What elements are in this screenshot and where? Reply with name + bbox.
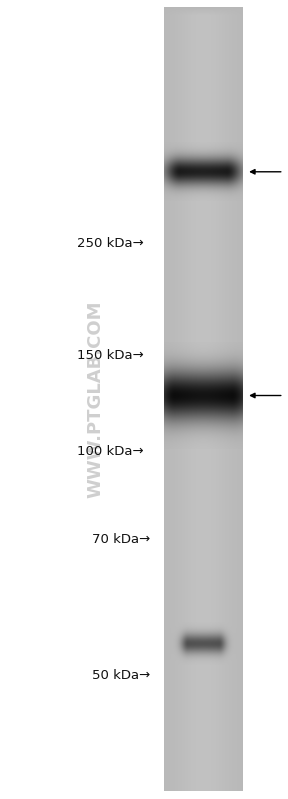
Text: 150 kDa→: 150 kDa→	[77, 349, 144, 362]
Text: WWW.PTGLAB.COM: WWW.PTGLAB.COM	[86, 300, 104, 499]
Text: 250 kDa→: 250 kDa→	[77, 237, 144, 250]
Text: 50 kDa→: 50 kDa→	[92, 669, 150, 682]
Text: 100 kDa→: 100 kDa→	[77, 445, 144, 458]
Text: 70 kDa→: 70 kDa→	[92, 533, 150, 546]
